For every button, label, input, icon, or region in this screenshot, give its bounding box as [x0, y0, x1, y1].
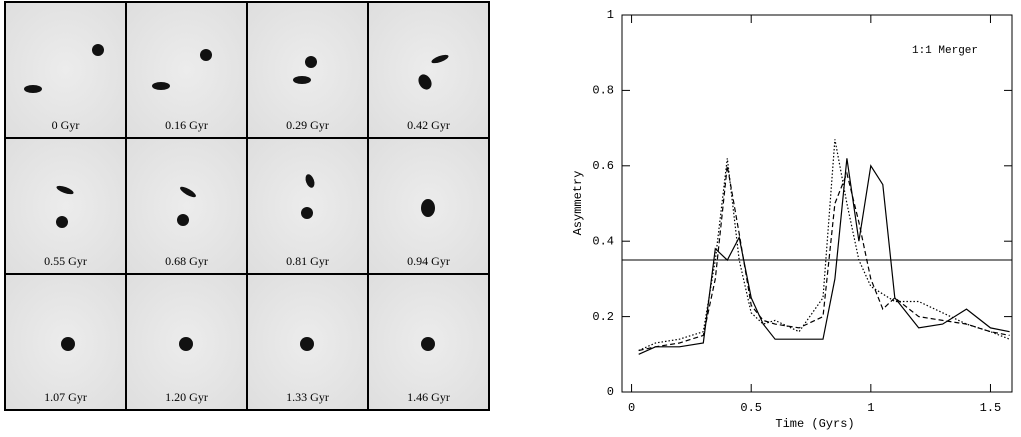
galaxy — [24, 85, 42, 93]
snapshot-grid: 0 Gyr 0.16 Gyr 0.29 Gyr 0.42 Gyr 0.55 Gyr 0.6… — [4, 1, 490, 411]
galaxy — [293, 76, 311, 84]
snapshot-panel — [4, 137, 127, 275]
snapshot-label: 0.29 Gyr — [286, 118, 329, 132]
x-tick-label: 1 — [867, 401, 874, 415]
x-tick-label: 1.5 — [980, 401, 1002, 415]
snapshot-panel — [246, 1, 369, 139]
x-axis-label: Time (Gyrs) — [775, 417, 854, 431]
galaxy — [421, 337, 435, 351]
snapshot-label: 1.33 Gyr — [286, 390, 329, 404]
galaxy — [152, 82, 170, 90]
snapshot-panel — [4, 1, 127, 139]
snapshot-label: 0.55 Gyr — [44, 254, 87, 268]
snapshot-label: 0.81 Gyr — [286, 254, 329, 268]
y-axis-label: Asymmetry — [571, 171, 585, 236]
galaxy — [431, 54, 449, 64]
snapshot-label: 0.16 Gyr — [165, 118, 208, 132]
x-tick-label: 0 — [628, 401, 635, 415]
galaxy — [61, 337, 75, 351]
y-tick-label: 0.2 — [592, 310, 614, 324]
galaxy — [56, 185, 74, 195]
galaxy — [177, 214, 189, 226]
snapshot-panel — [125, 1, 248, 139]
galaxy — [301, 207, 313, 219]
snapshot-panel — [246, 137, 369, 275]
galaxy — [200, 49, 212, 61]
galaxy — [92, 44, 104, 56]
snapshot-label: 0.94 Gyr — [407, 254, 450, 268]
snapshot-label: 1.46 Gyr — [407, 390, 450, 404]
snapshot-label: 0.42 Gyr — [407, 118, 450, 132]
y-tick-label: 0.4 — [592, 234, 614, 248]
galaxy — [305, 174, 315, 188]
x-tick-label: 0.5 — [740, 401, 762, 415]
galaxy — [180, 186, 196, 198]
galaxy — [56, 216, 68, 228]
annotation: 1:1 Merger — [912, 45, 978, 57]
y-tick-label: 0.8 — [592, 84, 614, 98]
y-tick-label: 1 — [607, 8, 614, 22]
snapshot-panel — [367, 1, 490, 139]
galaxy — [179, 337, 193, 351]
y-tick-label: 0 — [607, 385, 614, 399]
galaxy — [305, 56, 317, 68]
snapshot-label: 1.20 Gyr — [165, 390, 208, 404]
galaxy — [300, 337, 314, 351]
y-tick-label: 0.6 — [592, 159, 614, 173]
snapshot-label: 1.07 Gyr — [44, 390, 87, 404]
galaxy — [418, 74, 432, 90]
series-line — [638, 139, 1010, 352]
snapshot-label: 0.68 Gyr — [165, 254, 208, 268]
snapshot-label: 0 Gyr — [52, 118, 80, 132]
series-line — [638, 158, 1010, 355]
plot-frame — [621, 14, 1013, 393]
galaxy — [421, 199, 435, 217]
series-line — [638, 165, 1010, 352]
